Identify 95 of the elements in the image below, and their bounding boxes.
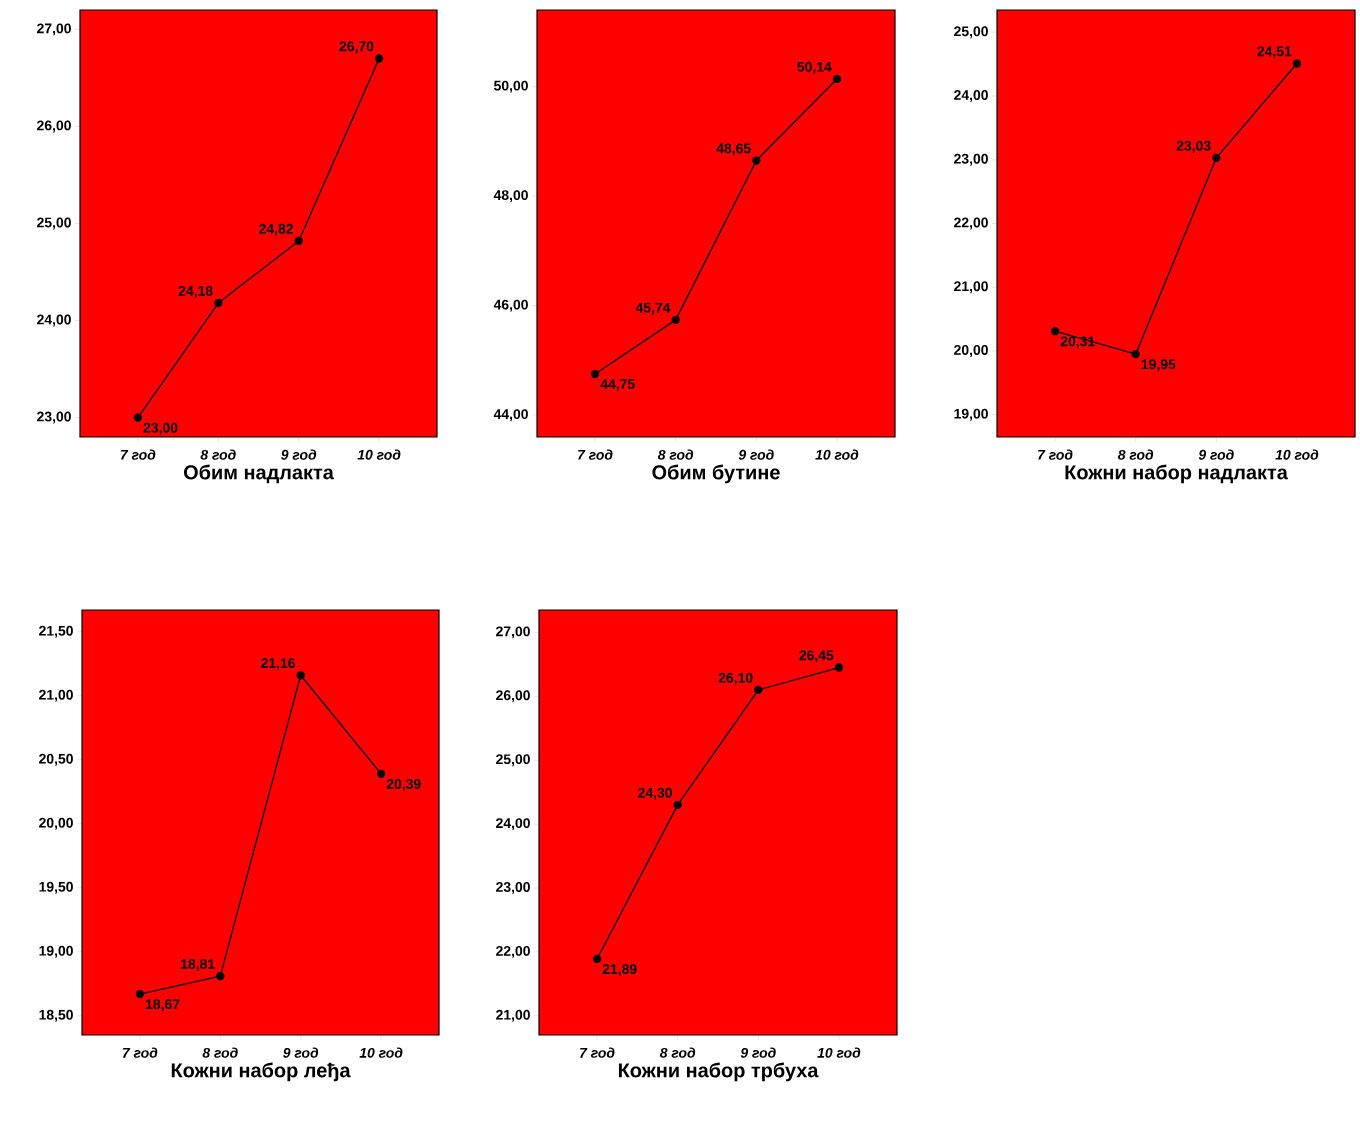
y-tick-label: 21,00 xyxy=(496,1009,530,1022)
data-label: 48,65 xyxy=(716,143,751,156)
y-tick-label: 19,50 xyxy=(39,881,73,894)
x-tick-label: 9 год xyxy=(283,1047,319,1058)
point xyxy=(374,54,384,63)
data-label: 21,16 xyxy=(261,658,295,671)
y-tick-label: 20,50 xyxy=(39,753,73,766)
y-tick-label: 21,50 xyxy=(39,625,73,638)
point xyxy=(294,236,303,246)
point xyxy=(752,156,761,165)
y-tick-label: 25,00 xyxy=(954,26,988,39)
data-label: 26,10 xyxy=(718,672,753,685)
y-tick-label: 24,00 xyxy=(37,314,71,327)
point xyxy=(376,769,386,779)
y-tick-label: 25,00 xyxy=(37,217,71,230)
data-label: 20,39 xyxy=(386,779,421,791)
data-label: 23,03 xyxy=(1176,140,1211,153)
y-tick-label: 19,00 xyxy=(954,408,988,421)
y-tick-label: 44,00 xyxy=(493,409,528,422)
x-tick-label: 7 год xyxy=(580,1047,615,1058)
y-tick-label: 27,00 xyxy=(496,626,530,639)
data-label: 24,51 xyxy=(1257,46,1292,59)
x-tick-label: 9 год xyxy=(281,449,317,460)
point xyxy=(133,413,143,422)
x-tick-label: 10 год xyxy=(1275,449,1319,460)
point xyxy=(673,800,682,810)
x-tick-label: 10 год xyxy=(815,449,859,460)
data-label: 26,45 xyxy=(799,650,834,663)
point xyxy=(135,989,145,999)
y-tick-label: 26,00 xyxy=(496,690,530,703)
point xyxy=(1212,153,1221,162)
point xyxy=(1050,327,1060,336)
data-label: 24,82 xyxy=(259,223,293,236)
data-label: 23,00 xyxy=(143,422,178,435)
y-tick-label: 25,00 xyxy=(496,754,530,767)
y-tick-label: 21,00 xyxy=(954,281,988,294)
y-tick-label: 19,00 xyxy=(39,945,73,958)
x-tick-label: 9 год xyxy=(1198,449,1234,460)
y-tick-label: 27,00 xyxy=(37,23,71,36)
x-tick-label: 8 год xyxy=(657,449,694,460)
data-label: 50,14 xyxy=(797,61,832,74)
point xyxy=(671,315,680,324)
y-tick-label: 23,00 xyxy=(496,882,530,894)
y-tick-label: 50,00 xyxy=(494,80,528,93)
y-tick-label: 24,00 xyxy=(954,90,988,102)
x-tick-label: 7 год xyxy=(122,1047,158,1058)
point xyxy=(216,971,225,981)
x-tick-label: 8 год xyxy=(659,1047,696,1058)
x-tick-label: 7 год xyxy=(120,449,156,460)
data-label: 24,30 xyxy=(638,787,672,800)
y-tick-label: 23,00 xyxy=(37,411,71,424)
x-tick-label: 10 год xyxy=(359,1047,403,1058)
point xyxy=(296,671,305,680)
x-axis-title: Кожни набор надлакта xyxy=(1065,464,1288,484)
data-label: 18,81 xyxy=(181,959,215,971)
y-tick-label: 24,00 xyxy=(496,818,530,831)
data-label: 19,95 xyxy=(1141,359,1176,372)
point xyxy=(1292,59,1302,68)
point xyxy=(754,685,763,695)
y-tick-label: 48,00 xyxy=(493,190,528,203)
point xyxy=(832,74,842,84)
data-label: 21,89 xyxy=(602,964,637,977)
x-tick-label: 8 год xyxy=(202,1047,238,1058)
point xyxy=(1131,349,1140,359)
x-tick-label: 7 год xyxy=(1038,449,1073,460)
x-tick-label: 9 год xyxy=(738,449,774,460)
x-tick-label: 9 год xyxy=(740,1047,776,1058)
data-label: 24,18 xyxy=(178,285,213,298)
x-axis-title: Обим бутине xyxy=(652,464,780,484)
point xyxy=(834,663,844,672)
y-tick-label: 21,00 xyxy=(39,689,73,702)
y-tick-label: 18,50 xyxy=(39,1009,73,1022)
x-axis-title: Обим надлакта xyxy=(183,464,334,484)
y-tick-label: 22,00 xyxy=(954,217,988,230)
y-tick-label: 23,00 xyxy=(954,153,988,166)
data-label: 45,74 xyxy=(635,302,671,315)
y-tick-label: 46,00 xyxy=(493,299,528,312)
y-tick-label: 20,00 xyxy=(954,344,988,357)
y-tick-label: 20,00 xyxy=(39,817,73,830)
x-tick-label: 10 год xyxy=(357,449,401,460)
point xyxy=(214,298,223,308)
x-axis-title: Кожни набор трбуха xyxy=(618,1062,819,1082)
x-tick-label: 8 год xyxy=(1117,449,1154,460)
x-tick-label: 8 год xyxy=(200,449,236,460)
point xyxy=(590,369,600,379)
data-label: 18,67 xyxy=(145,999,180,1012)
data-label: 20,31 xyxy=(1060,336,1095,349)
x-axis-title: Кожни набор леђа xyxy=(171,1062,351,1082)
point xyxy=(592,954,602,964)
data-label: 26,70 xyxy=(339,41,374,54)
y-tick-label: 22,00 xyxy=(496,945,530,958)
y-tick-label: 26,00 xyxy=(37,120,71,133)
x-tick-label: 10 год xyxy=(817,1047,861,1058)
data-label: 44,75 xyxy=(600,379,635,391)
x-tick-label: 7 год xyxy=(578,449,613,460)
